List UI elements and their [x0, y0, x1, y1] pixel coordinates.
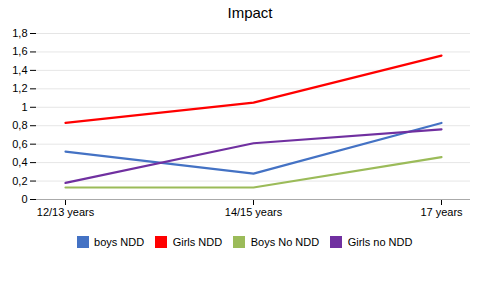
svg-text:1,2: 1,2: [12, 82, 27, 94]
svg-text:0,8: 0,8: [12, 119, 27, 131]
svg-text:14/15 years: 14/15 years: [225, 206, 283, 218]
svg-text:1,8: 1,8: [12, 27, 27, 39]
html-text:Impact: Impact: [227, 4, 273, 21]
svg-text:0,4: 0,4: [12, 156, 27, 168]
svg-text:12/13 years: 12/13 years: [37, 206, 95, 218]
html-text:boys NDD: boys NDD: [94, 235, 145, 248]
svg-text:1: 1: [21, 101, 27, 113]
html-text:Girls no NDD: Girls no NDD: [347, 235, 413, 248]
svg-text:1,4: 1,4: [12, 64, 27, 76]
svg-text:0,6: 0,6: [12, 138, 27, 150]
svg-text:17 years: 17 years: [420, 206, 463, 218]
html-text:Girls NDD: Girls NDD: [172, 235, 223, 248]
svg-text:1,6: 1,6: [12, 45, 27, 57]
html-text:Boys No NDD: Boys No NDD: [250, 235, 320, 248]
svg-text:0: 0: [21, 193, 27, 205]
svg-text:0,2: 0,2: [12, 175, 27, 187]
